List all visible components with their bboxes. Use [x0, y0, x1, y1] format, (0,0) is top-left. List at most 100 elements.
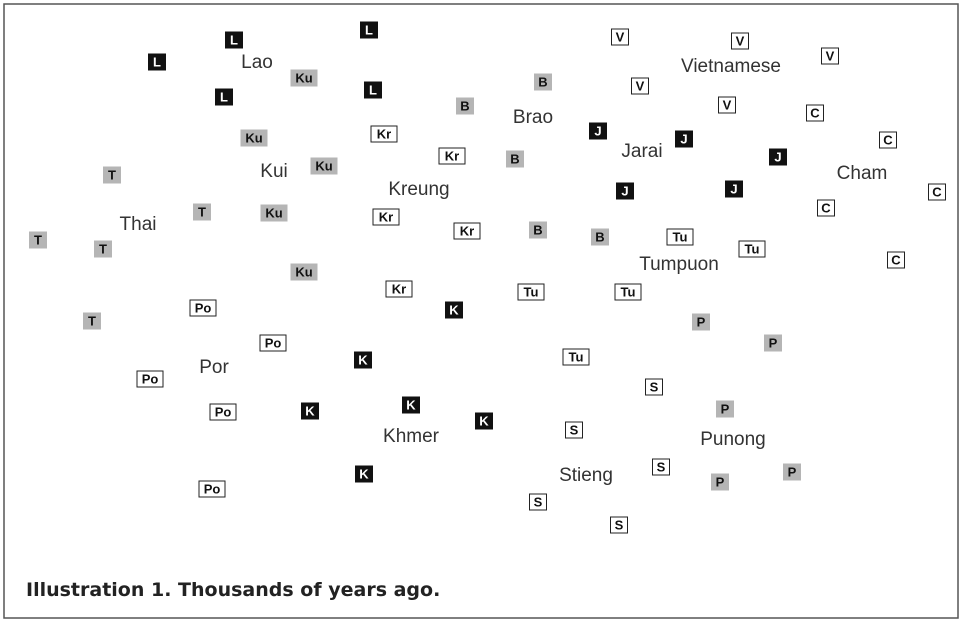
marker-code: B [538, 75, 547, 90]
marker-code: T [108, 168, 116, 183]
marker-code: Tu [673, 230, 688, 245]
marker-code: L [220, 90, 228, 105]
marker-code: P [769, 336, 778, 351]
marker-box [240, 129, 268, 147]
marker-box [616, 182, 634, 200]
marker-box [456, 97, 474, 115]
marker-box [565, 421, 583, 439]
marker-code: S [650, 380, 659, 395]
marker-box [806, 104, 824, 122]
marker-box [370, 125, 398, 143]
marker-code: Po [215, 405, 232, 420]
marker-code: S [534, 495, 543, 510]
group-label: Tumpuon [639, 254, 719, 275]
marker-code: C [932, 185, 942, 200]
marker-box [610, 516, 628, 534]
group-label: Punong [700, 429, 766, 450]
marker-code: B [510, 152, 519, 167]
marker-code: P [721, 402, 730, 417]
marker-box [817, 199, 835, 217]
marker-box [631, 77, 649, 95]
frame [3, 3, 959, 619]
marker-box [591, 228, 609, 246]
marker-code: Ku [295, 265, 312, 280]
marker-box [506, 150, 524, 168]
marker-code: J [594, 124, 601, 139]
group-label: Kreung [388, 179, 449, 200]
caption: Illustration 1. Thousands of years ago. [26, 579, 440, 601]
marker-code: Po [142, 372, 159, 387]
group-label: Khmer [383, 426, 440, 447]
marker-code: B [460, 99, 469, 114]
marker-code: J [774, 150, 781, 165]
marker-code: B [533, 223, 542, 238]
marker-box [764, 334, 782, 352]
marker-box [360, 21, 378, 39]
marker-box [718, 96, 736, 114]
group-label: Vietnamese [681, 56, 781, 77]
marker-code: J [621, 184, 628, 199]
marker-code: Po [204, 482, 221, 497]
marker-box [614, 283, 642, 301]
group-label: Stieng [559, 465, 613, 486]
marker-box [310, 157, 338, 175]
marker-box [716, 400, 734, 418]
marker-box [290, 69, 318, 87]
marker-code: Ku [315, 159, 332, 174]
marker-box [193, 203, 211, 221]
marker-box [372, 208, 400, 226]
marker-code: V [736, 34, 745, 49]
marker-box [517, 283, 545, 301]
marker-code: V [723, 98, 732, 113]
marker-code: T [88, 314, 96, 329]
marker-code: T [34, 233, 42, 248]
marker-code: J [680, 132, 687, 147]
marker-code: C [891, 253, 901, 268]
marker-box [783, 463, 801, 481]
marker-code: Tu [569, 350, 584, 365]
marker-box [887, 251, 905, 269]
marker-box [445, 301, 463, 319]
marker-box [259, 334, 287, 352]
marker-code: P [716, 475, 725, 490]
marker-box [364, 81, 382, 99]
marker-box [529, 493, 547, 511]
marker-box [209, 403, 237, 421]
marker-box [821, 47, 839, 65]
marker-box [928, 183, 946, 201]
marker-code: T [99, 242, 107, 257]
marker-code: K [406, 398, 416, 413]
marker-box [103, 166, 121, 184]
marker-box [402, 396, 420, 414]
marker-code: K [358, 353, 368, 368]
marker-box [725, 180, 743, 198]
marker-code: B [595, 230, 604, 245]
marker-code: K [305, 404, 315, 419]
marker-box [453, 222, 481, 240]
marker-box [611, 28, 629, 46]
marker-box [879, 131, 897, 149]
marker-code: K [479, 414, 489, 429]
marker-box [29, 231, 47, 249]
marker-code: S [570, 423, 579, 438]
marker-box [354, 351, 372, 369]
marker-code: K [449, 303, 459, 318]
marker-code: Kr [377, 127, 391, 142]
marker-code: Po [195, 301, 212, 316]
group-label: Lao [241, 52, 273, 73]
marker-code: C [810, 106, 820, 121]
marker-box [189, 299, 217, 317]
marker-code: Ku [245, 131, 262, 146]
marker-code: K [359, 467, 369, 482]
marker-box [666, 228, 694, 246]
marker-code: V [826, 49, 835, 64]
marker-code: Tu [524, 285, 539, 300]
marker-box [562, 348, 590, 366]
marker-box [692, 313, 710, 331]
marker-box [475, 412, 493, 430]
marker-box [652, 458, 670, 476]
group-label: Jarai [621, 141, 662, 162]
marker-box [731, 32, 749, 50]
marker-box [675, 130, 693, 148]
